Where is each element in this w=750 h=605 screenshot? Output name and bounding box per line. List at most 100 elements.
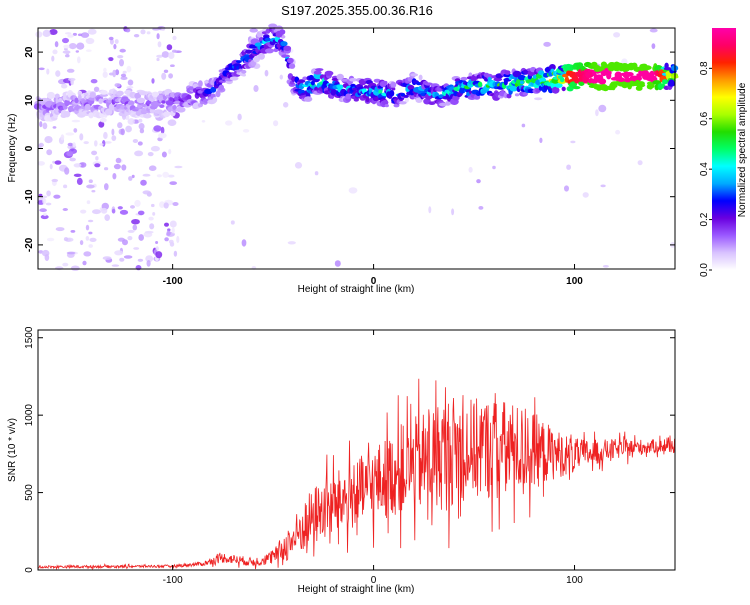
heatmap-noise-cell [161, 51, 170, 58]
heatmap-noise-cell [160, 126, 165, 134]
heatmap-y-tick-label: 10 [24, 94, 35, 106]
heatmap-ridge-cell [519, 80, 524, 85]
heatmap-noise-cell [86, 200, 91, 205]
heatmap-noise-cell [132, 139, 139, 143]
heatmap-ridge-cell [365, 96, 370, 103]
heatmap-noise-cell [543, 41, 551, 47]
heatmap-noise-cell [55, 227, 65, 232]
heatmap-noise-cell [103, 131, 108, 140]
heatmap-noise-cell [52, 49, 58, 55]
heatmap-noise-cell [70, 230, 76, 233]
heatmap-noise-cell [137, 210, 145, 216]
heatmap-noise-cell [39, 121, 43, 128]
heatmap-ridge-cell [662, 79, 668, 85]
heatmap-noise-cell [172, 35, 177, 41]
heatmap-noise-cell [51, 178, 59, 183]
heatmap-noise-cell [65, 50, 70, 56]
snr-plot-area [38, 330, 675, 570]
heatmap-noise-cell [170, 64, 175, 67]
heatmap-noise-cell [134, 199, 141, 207]
heatmap-noise-cell [76, 42, 85, 50]
heatmap-noise-cell [147, 152, 154, 157]
heatmap-noise-cell [131, 174, 135, 179]
heatmap-noise-cell [168, 148, 172, 155]
snr-xlabel: Height of straight line (km) [298, 584, 415, 595]
heatmap-noise-cell [163, 69, 169, 74]
heatmap-noise-cell [49, 163, 53, 170]
heatmap-noise-cell [40, 214, 49, 220]
figure-title: S197.2025.355.00.36.R16 [281, 3, 433, 18]
heatmap-noise-cell [249, 28, 258, 33]
heatmap-noise-cell [649, 28, 658, 33]
heatmap-noise-cell [92, 209, 101, 215]
heatmap-ridge-cell [172, 105, 177, 110]
heatmap-ridge-cell [313, 70, 322, 75]
heatmap-noise-cell [49, 29, 58, 35]
heatmap-ridge-cell [186, 94, 192, 101]
heatmap-noise-cell [44, 136, 53, 144]
heatmap-ridge-cell [134, 92, 142, 100]
heatmap-ridge-cell [287, 57, 294, 64]
heatmap-ridge-cell [382, 99, 389, 106]
heatmap-noise-cell [600, 184, 606, 188]
heatmap-noise-cell [566, 164, 571, 170]
colorbar-tick-label: 0.8 [699, 61, 710, 75]
heatmap-ridge-cell [625, 72, 634, 77]
heatmap-noise-cell [95, 156, 99, 161]
heatmap-noise-cell [171, 227, 175, 234]
heatmap-noise-cell [67, 142, 74, 147]
heatmap-noise-cell [70, 80, 74, 86]
heatmap-noise-cell [63, 237, 69, 242]
heatmap-noise-cell [142, 173, 151, 177]
heatmap-ridge-cell [204, 80, 210, 84]
snr-x-tick-label: 100 [566, 575, 583, 586]
heatmap-noise-cell [111, 208, 116, 214]
heatmap-noise-cell [72, 142, 76, 148]
heatmap-noise-cell [127, 236, 133, 241]
heatmap-noise-cell [115, 69, 120, 76]
heatmap-noise-cell [66, 251, 76, 255]
heatmap-noise-cell [46, 68, 50, 75]
heatmap-noise-cell [157, 41, 162, 48]
colorbar-tick-label: 0.2 [699, 212, 710, 226]
heatmap-noise-cell [40, 195, 48, 199]
heatmap-noise-cell [79, 133, 84, 141]
heatmap-noise-cell [73, 173, 82, 177]
heatmap-ridge-cell [658, 83, 666, 89]
heatmap-noise-cell [68, 77, 76, 82]
heatmap-noise-cell [66, 68, 75, 73]
heatmap-noise-cell [51, 55, 55, 62]
heatmap-ridge-cell [649, 70, 655, 77]
heatmap-ridge-cell [509, 85, 519, 92]
heatmap-noise-cell [102, 71, 108, 78]
colorbar-ticks: 0.0 0.2 0.4 0.6 0.8 [699, 61, 712, 277]
heatmap-noise-cell [138, 234, 144, 241]
heatmap-noise-cell [126, 86, 134, 89]
heatmap-noise-cell [637, 160, 643, 166]
heatmap-noise-cell [132, 224, 138, 231]
heatmap-noise-cell [70, 265, 80, 271]
heatmap-ridge-cell [99, 93, 109, 97]
heatmap-noise-cell [119, 209, 129, 215]
heatmap-ridge-cell [141, 104, 148, 108]
heatmap-noise-cell [151, 203, 155, 208]
snr-y-tick-label: 500 [24, 484, 35, 501]
heatmap-y-tick-label: 20 [24, 46, 35, 58]
heatmap-ridge-cell [279, 29, 286, 35]
heatmap-noise-cell [42, 122, 48, 130]
heatmap-noise-cell [55, 70, 61, 77]
heatmap-noise-cell [125, 28, 131, 33]
heatmap-noise-cell [63, 44, 70, 49]
heatmap-noise-cell [85, 224, 90, 231]
heatmap-ridge-cell [116, 90, 124, 96]
heatmap-ridge-cell [330, 89, 338, 96]
heatmap-ridge-cell [265, 48, 274, 54]
heatmap-noise-cell [173, 250, 178, 257]
heatmap-noise-cell [156, 54, 164, 58]
heatmap-noise-cell [242, 129, 250, 133]
heatmap-noise-cell [73, 128, 78, 133]
heatmap-noise-cell [111, 128, 115, 136]
heatmap-ridge-cell [159, 104, 165, 108]
heatmap-noise-cell [83, 141, 89, 145]
